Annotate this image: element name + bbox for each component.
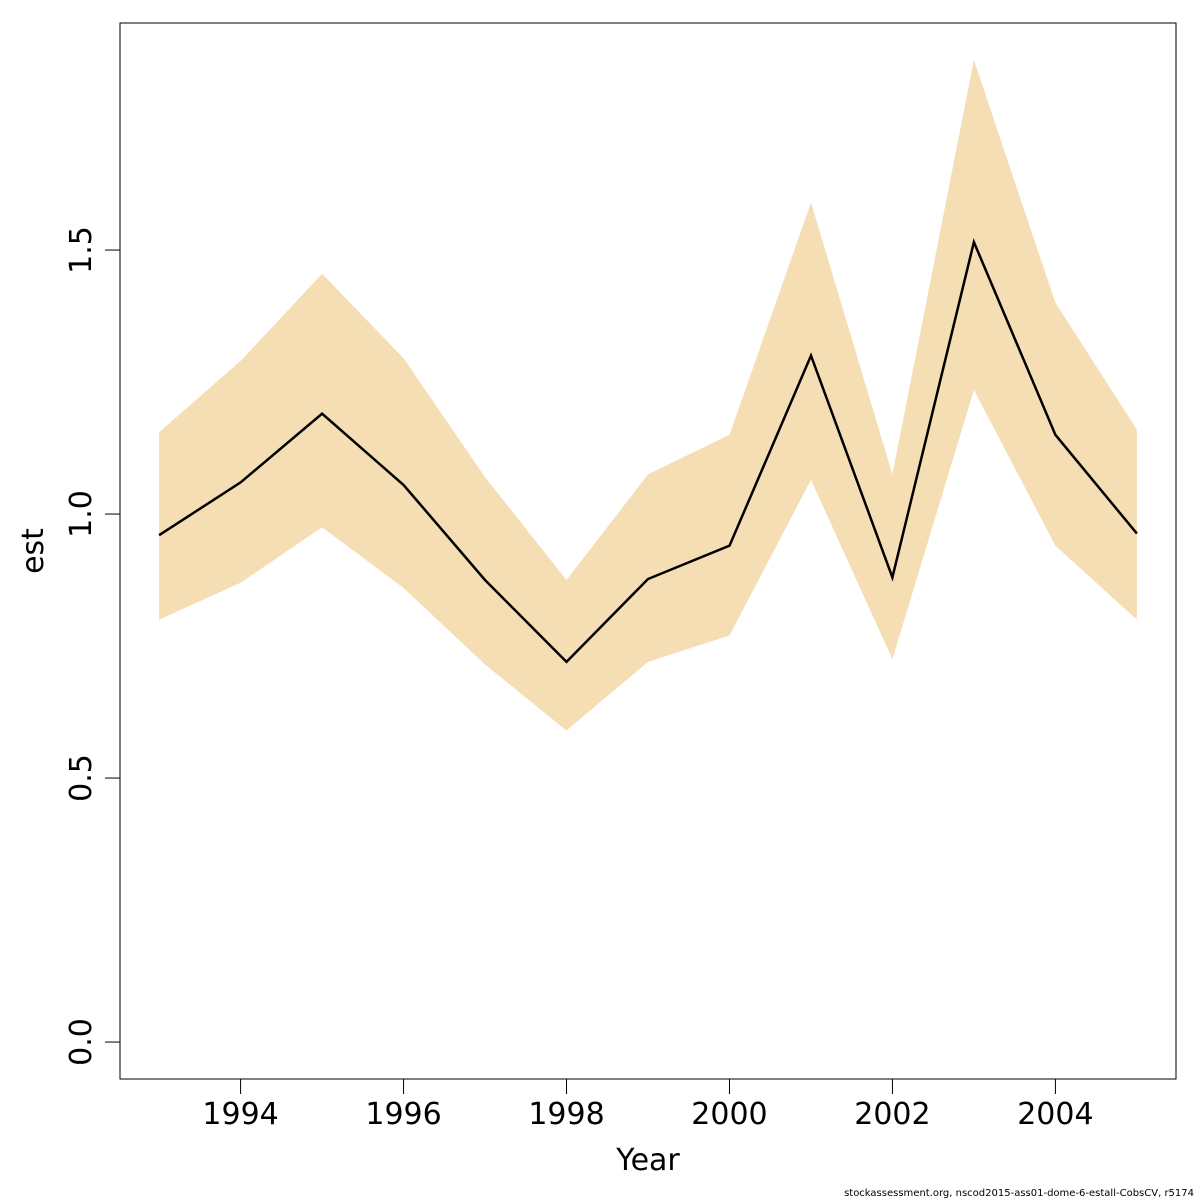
x-tick-label: 2000	[691, 1097, 767, 1132]
x-tick-label: 2002	[854, 1097, 930, 1132]
x-tick-label: 2004	[1017, 1097, 1093, 1132]
x-tick-label: 1994	[202, 1097, 278, 1132]
x-tick-label: 1998	[528, 1097, 604, 1132]
series-line-layer	[158, 238, 1138, 664]
x-tick-label: 1996	[365, 1097, 441, 1132]
y-tick-label: 0.5	[64, 754, 99, 802]
x-axis-label: Year	[615, 1143, 680, 1178]
y-tick-label: 1.5	[64, 226, 99, 274]
x-axis: 1994 1996 1998 2000 2002 2004	[202, 1078, 1094, 1132]
footnote: stockassessment.org, nscod2015-ass01-dom…	[844, 1188, 1194, 1199]
y-axis: 0.0 0.5 1.0 1.5	[64, 226, 121, 1066]
y-axis-label: est	[16, 528, 51, 574]
confidence-band	[159, 60, 1137, 731]
y-tick-label: 1.0	[64, 490, 99, 538]
y-tick-label: 0.0	[64, 1018, 99, 1066]
estimate-line	[158, 238, 1138, 664]
confidence-band-layer	[159, 60, 1137, 731]
